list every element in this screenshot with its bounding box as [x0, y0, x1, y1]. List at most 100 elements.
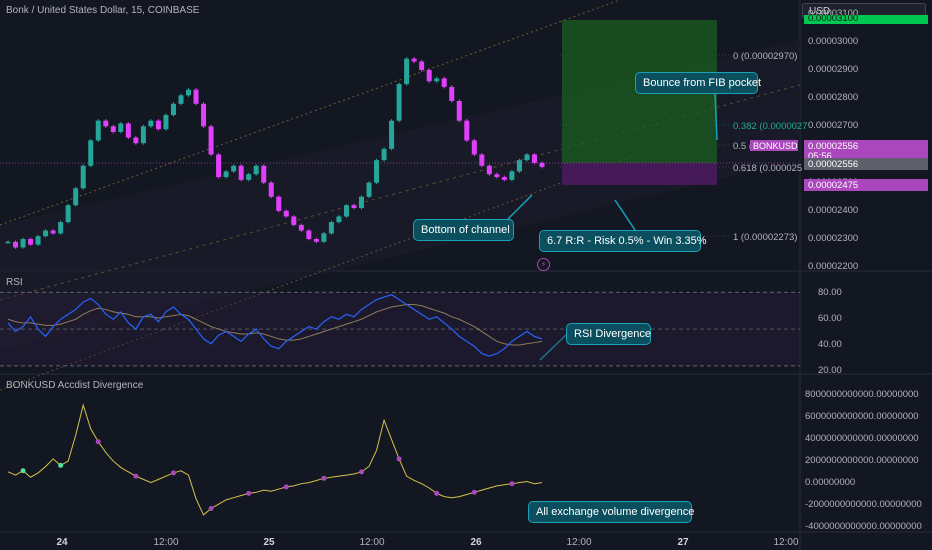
candle-body	[524, 154, 530, 161]
accdist-line	[7, 403, 543, 516]
lightning-icon[interactable]: ⚡	[537, 258, 550, 271]
rsi-ma-line	[7, 304, 543, 346]
candle-body	[178, 95, 184, 104]
candle-body	[351, 205, 357, 209]
candle-body	[283, 210, 289, 217]
price-axis-label: 0.00003100	[808, 7, 859, 19]
candle-body	[313, 239, 319, 242]
accdist-marker	[170, 470, 176, 476]
rsi-arrow	[539, 333, 568, 361]
candle-body	[441, 78, 447, 87]
candle-body	[193, 89, 199, 104]
fib-level-0382: 0.382 (0.0000027	[733, 121, 808, 132]
candle-body	[253, 165, 259, 175]
candle-body	[531, 154, 537, 163]
candle-body	[381, 148, 387, 161]
accdist-marker	[20, 468, 26, 474]
candle-body	[268, 182, 274, 197]
candle-body	[118, 123, 124, 132]
candle-body	[148, 120, 154, 127]
rsi-axis-80: 80.00	[818, 287, 842, 298]
candle-body	[328, 222, 334, 234]
candle-body	[291, 216, 297, 225]
candle-body	[208, 126, 214, 155]
fib-level-0618: 0.618 (0.000025	[733, 163, 803, 174]
candle-body	[246, 174, 252, 180]
candle-body	[374, 160, 380, 183]
candle-body	[298, 224, 304, 231]
time-label-24: 24	[56, 537, 68, 548]
candle-body	[103, 120, 109, 127]
time-label-26: 26	[470, 537, 482, 548]
rsi-axis-60: 60.00	[818, 313, 842, 324]
candle-body	[5, 241, 11, 244]
candle-body	[539, 162, 545, 167]
accdist-marker	[396, 456, 402, 462]
candle-body	[456, 100, 462, 121]
price-axis-label: 0.00002400	[808, 204, 859, 216]
candle-body	[358, 196, 364, 209]
rsi-axis-20: 20.00	[818, 365, 842, 376]
candle-body	[434, 78, 440, 82]
risk-arrow	[614, 199, 636, 231]
candle-body	[411, 58, 417, 62]
bottom-channel-annotation[interactable]: Bottom of channel	[413, 219, 514, 241]
candle-body	[140, 126, 146, 144]
time-label-25: 25	[263, 537, 275, 548]
rsi-line	[7, 294, 543, 357]
bounce-annotation[interactable]: Bounce from FIB pocket	[635, 72, 761, 94]
price-axis-label: 0.00002700	[808, 120, 859, 132]
time-label-1200-a: 12:00	[153, 537, 179, 548]
candle-body	[449, 86, 455, 101]
candle-body	[201, 103, 207, 127]
bottom-arrow	[504, 194, 533, 223]
accdist-marker	[246, 490, 252, 496]
candle-body	[396, 84, 402, 121]
candle-body	[43, 230, 49, 237]
candle-body	[13, 241, 19, 248]
candle-body	[261, 165, 267, 183]
candle-body	[419, 61, 425, 70]
accdist-marker	[509, 481, 515, 487]
candle-body	[501, 177, 507, 180]
price-axis-label: 0.00002300	[808, 233, 859, 244]
candle-body	[170, 103, 176, 116]
candle-body	[366, 182, 372, 197]
accdist-axis-m2t: -2000000000000.00000000	[805, 499, 922, 510]
accdist-marker	[58, 462, 64, 468]
risk-reward-annotation[interactable]: 6.7 R:R - Risk 0.5% - Win 3.35%	[539, 230, 707, 252]
candle-body	[321, 233, 327, 242]
accdist-marker	[434, 490, 440, 496]
chart-title: Bonk / United States Dollar, 15, COINBAS…	[6, 5, 200, 16]
rsi-label: RSI	[6, 277, 23, 288]
volume-divergence-annotation[interactable]: All exchange volume divergence	[528, 501, 694, 523]
channel-lower-line	[0, 149, 651, 391]
candle-body	[20, 239, 26, 248]
stop-price-tag: 0.00002475	[804, 179, 928, 191]
rsi-divergence-annotation[interactable]: RSI Divergence	[566, 323, 651, 345]
time-label-1200-b: 12:00	[359, 537, 385, 548]
current-price-tag: 0.00002556	[804, 140, 928, 152]
time-label-27: 27	[677, 537, 689, 548]
accdist-axis-4t: 4000000000000.00000000	[805, 433, 919, 444]
candle-body	[276, 196, 282, 211]
candle-body	[163, 115, 169, 130]
candle-body	[486, 165, 492, 175]
accdist-axis-6t: 6000000000000.00000000	[805, 411, 919, 422]
candle-body	[28, 239, 34, 245]
candle-body	[35, 236, 41, 245]
symbol-tag: BONKUSD	[750, 140, 798, 151]
candle-body	[80, 165, 86, 189]
candle-body	[509, 171, 515, 180]
accdist-marker	[208, 505, 214, 511]
candle-body	[494, 174, 500, 178]
candle-body	[65, 205, 71, 223]
candle-body	[471, 140, 477, 155]
price-axis-label: 0.00002800	[808, 92, 859, 104]
accdist-marker	[283, 484, 289, 490]
accdist-axis-m4t: -4000000000000.00000000	[805, 521, 922, 532]
price-axis-label: 0.00003000	[808, 35, 859, 47]
time-label-1200-c: 12:00	[566, 537, 592, 548]
